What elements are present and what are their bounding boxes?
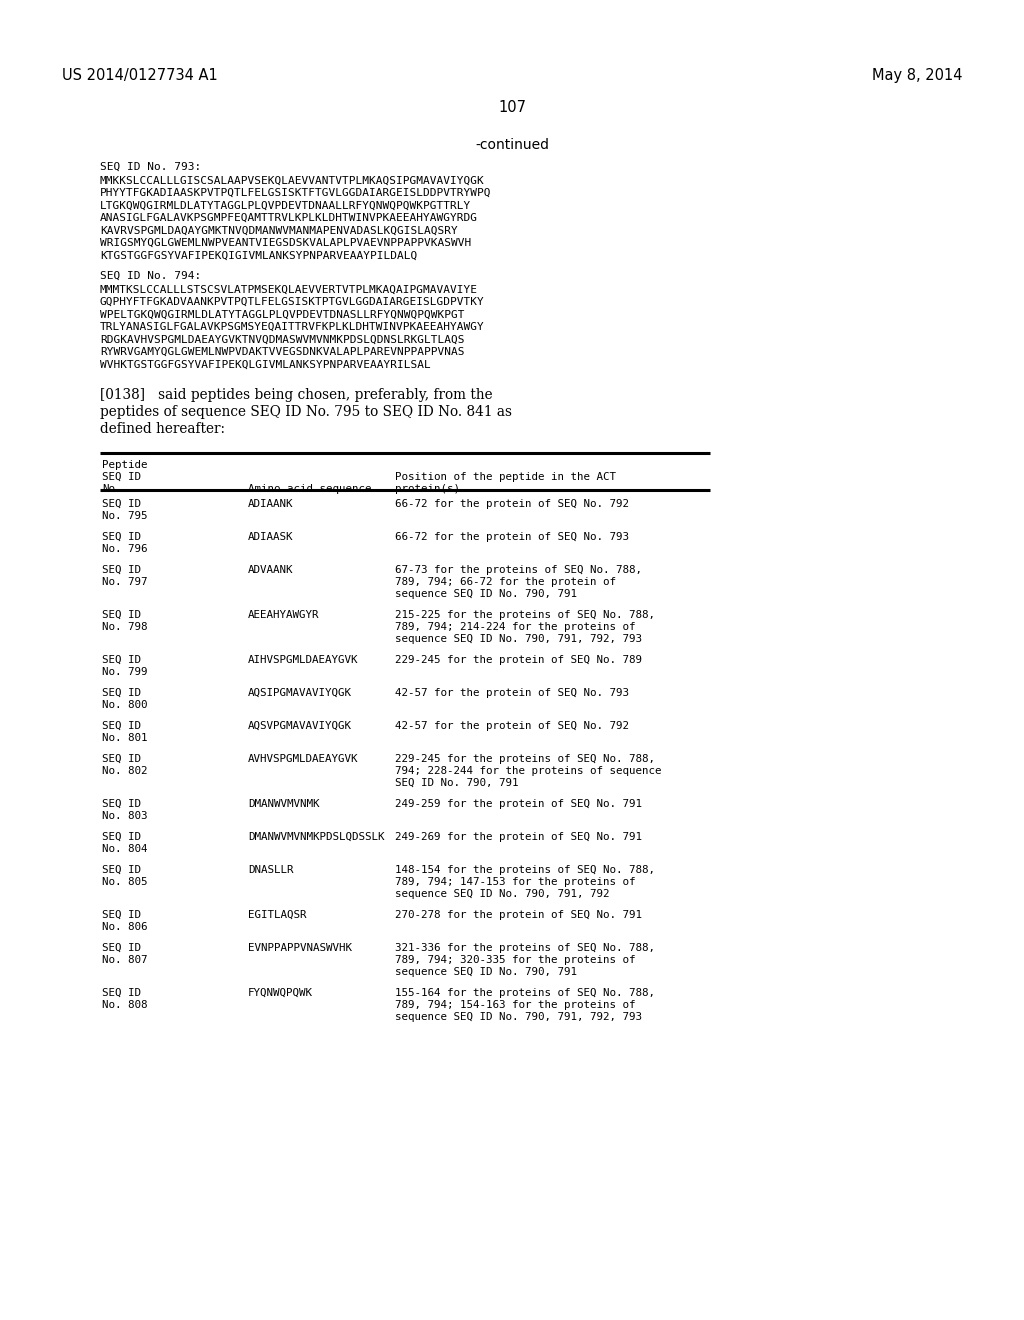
Text: Peptide: Peptide [102, 459, 147, 470]
Text: SEQ ID: SEQ ID [102, 721, 141, 731]
Text: sequence SEQ ID No. 790, 791, 792, 793: sequence SEQ ID No. 790, 791, 792, 793 [395, 1012, 642, 1022]
Text: SEQ ID: SEQ ID [102, 655, 141, 665]
Text: No. 806: No. 806 [102, 921, 147, 932]
Text: No. 808: No. 808 [102, 1001, 147, 1010]
Text: AQSIPGMAVAVIYQGK: AQSIPGMAVAVIYQGK [248, 688, 352, 698]
Text: Position of the peptide in the ACT: Position of the peptide in the ACT [395, 473, 616, 482]
Text: AQSVPGMAVAVIYQGK: AQSVPGMAVAVIYQGK [248, 721, 352, 731]
Text: MMMTKSLCCALLLSTSCSVLATPMSEKQLAEVVERTVTPLMKAQAIPGMAVAVIYE: MMMTKSLCCALLLSTSCSVLATPMSEKQLAEVVERTVTPL… [100, 285, 478, 294]
Text: 794; 228-244 for the proteins of sequence: 794; 228-244 for the proteins of sequenc… [395, 766, 662, 776]
Text: 789, 794; 66-72 for the protein of: 789, 794; 66-72 for the protein of [395, 577, 616, 587]
Text: 66-72 for the protein of SEQ No. 793: 66-72 for the protein of SEQ No. 793 [395, 532, 629, 543]
Text: 66-72 for the protein of SEQ No. 792: 66-72 for the protein of SEQ No. 792 [395, 499, 629, 510]
Text: MMKKSLCCALLLGISCSALAAPVSEKQLAEVVANTVTPLMKAQSIPGMAVAVIYQGK: MMKKSLCCALLLGISCSALAAPVSEKQLAEVVANTVTPLM… [100, 176, 484, 186]
Text: No. 797: No. 797 [102, 577, 147, 587]
Text: SEQ ID: SEQ ID [102, 610, 141, 620]
Text: 67-73 for the proteins of SEQ No. 788,: 67-73 for the proteins of SEQ No. 788, [395, 565, 642, 576]
Text: No. 807: No. 807 [102, 954, 147, 965]
Text: GQPHYFTFGKADVAANKPVTPQTLFELGSISKTPTGVLGGDAIARGEISLGDPVTKY: GQPHYFTFGKADVAANKPVTPQTLFELGSISKTPTGVLGG… [100, 297, 484, 308]
Text: sequence SEQ ID No. 790, 791, 792: sequence SEQ ID No. 790, 791, 792 [395, 888, 609, 899]
Text: No. 796: No. 796 [102, 544, 147, 554]
Text: TRLYANASIGLFGALAVKPSGMSYEQAITTRVFKPLKLDHTWINVPKAEEAHYAWGY: TRLYANASIGLFGALAVKPSGMSYEQAITTRVFKPLKLDH… [100, 322, 484, 333]
Text: sequence SEQ ID No. 790, 791: sequence SEQ ID No. 790, 791 [395, 589, 577, 599]
Text: ADIAANK: ADIAANK [248, 499, 294, 510]
Text: May 8, 2014: May 8, 2014 [871, 69, 962, 83]
Text: AIHVSPGMLDAEAYGVK: AIHVSPGMLDAEAYGVK [248, 655, 358, 665]
Text: peptides of sequence SEQ ID No. 795 to SEQ ID No. 841 as: peptides of sequence SEQ ID No. 795 to S… [100, 405, 512, 418]
Text: No. 799: No. 799 [102, 667, 147, 677]
Text: defined hereafter:: defined hereafter: [100, 422, 225, 436]
Text: 270-278 for the protein of SEQ No. 791: 270-278 for the protein of SEQ No. 791 [395, 909, 642, 920]
Text: 155-164 for the proteins of SEQ No. 788,: 155-164 for the proteins of SEQ No. 788, [395, 987, 655, 998]
Text: LTGKQWQGIRMLDLATYTAGGLPLQVPDEVTDNAALLRFYQNWQPQWKPGTTRLY: LTGKQWQGIRMLDLATYTAGGLPLQVPDEVTDNAALLRFY… [100, 201, 471, 210]
Text: 789, 794; 320-335 for the proteins of: 789, 794; 320-335 for the proteins of [395, 954, 636, 965]
Text: SEQ ID: SEQ ID [102, 565, 141, 576]
Text: SEQ ID: SEQ ID [102, 942, 141, 953]
Text: SEQ ID: SEQ ID [102, 832, 141, 842]
Text: AEEAHYAWGYR: AEEAHYAWGYR [248, 610, 319, 620]
Text: ANASIGLFGALAVKPSGMPFEQAMTTRVLKPLKLDHTWINVPKAEEAHYAWGYRDG: ANASIGLFGALAVKPSGMPFEQAMTTRVLKPLKLDHTWIN… [100, 213, 478, 223]
Text: No.: No. [102, 484, 122, 494]
Text: RYWRVGAMYQGLGWEMLNWPVDAKTVVEGSDNKVALAPLPAREVNPPAPPVNAS: RYWRVGAMYQGLGWEMLNWPVDAKTVVEGSDNKVALAPLP… [100, 347, 465, 356]
Text: SEQ ID No. 794:: SEQ ID No. 794: [100, 271, 202, 281]
Text: Amino acid sequence: Amino acid sequence [248, 484, 372, 494]
Text: KTGSTGGFGSYVAFIPEKQIGIVMLANKSYPNPARVEAAYPILDALQ: KTGSTGGFGSYVAFIPEKQIGIVMLANKSYPNPARVEAAY… [100, 251, 417, 260]
Text: SEQ ID: SEQ ID [102, 754, 141, 764]
Text: WPELTGKQWQGIRMLDLATYTAGGLPLQVPDEVTDNASLLRFYQNWQPQWKPGT: WPELTGKQWQGIRMLDLATYTAGGLPLQVPDEVTDNASLL… [100, 309, 465, 319]
Text: SEQ ID: SEQ ID [102, 909, 141, 920]
Text: AVHVSPGMLDAEAYGVK: AVHVSPGMLDAEAYGVK [248, 754, 358, 764]
Text: 229-245 for the proteins of SEQ No. 788,: 229-245 for the proteins of SEQ No. 788, [395, 754, 655, 764]
Text: No. 802: No. 802 [102, 766, 147, 776]
Text: SEQ ID: SEQ ID [102, 532, 141, 543]
Text: 249-259 for the protein of SEQ No. 791: 249-259 for the protein of SEQ No. 791 [395, 799, 642, 809]
Text: sequence SEQ ID No. 790, 791, 792, 793: sequence SEQ ID No. 790, 791, 792, 793 [395, 634, 642, 644]
Text: 215-225 for the proteins of SEQ No. 788,: 215-225 for the proteins of SEQ No. 788, [395, 610, 655, 620]
Text: FYQNWQPQWK: FYQNWQPQWK [248, 987, 313, 998]
Text: SEQ ID No. 793:: SEQ ID No. 793: [100, 162, 202, 172]
Text: [0138]   said peptides being chosen, preferably, from the: [0138] said peptides being chosen, prefe… [100, 388, 493, 403]
Text: No. 798: No. 798 [102, 622, 147, 632]
Text: WRIGSMYQGLGWEMLNWPVEANTVIEGSDSKVALAPLPVAEVNPPAPPVKASWVH: WRIGSMYQGLGWEMLNWPVEANTVIEGSDSKVALAPLPVA… [100, 238, 471, 248]
Text: 42-57 for the protein of SEQ No. 793: 42-57 for the protein of SEQ No. 793 [395, 688, 629, 698]
Text: 249-269 for the protein of SEQ No. 791: 249-269 for the protein of SEQ No. 791 [395, 832, 642, 842]
Text: ADIAASK: ADIAASK [248, 532, 294, 543]
Text: -continued: -continued [475, 139, 549, 152]
Text: SEQ ID: SEQ ID [102, 688, 141, 698]
Text: SEQ ID: SEQ ID [102, 865, 141, 875]
Text: 321-336 for the proteins of SEQ No. 788,: 321-336 for the proteins of SEQ No. 788, [395, 942, 655, 953]
Text: No. 803: No. 803 [102, 810, 147, 821]
Text: DMANWVMVNMK: DMANWVMVNMK [248, 799, 319, 809]
Text: EVNPPAPPVNASWVHK: EVNPPAPPVNASWVHK [248, 942, 352, 953]
Text: DMANWVMVNMKPDSLQDSSLK: DMANWVMVNMKPDSLQDSSLK [248, 832, 384, 842]
Text: No. 804: No. 804 [102, 843, 147, 854]
Text: ADVAANK: ADVAANK [248, 565, 294, 576]
Text: No. 805: No. 805 [102, 876, 147, 887]
Text: 107: 107 [498, 100, 526, 115]
Text: No. 801: No. 801 [102, 733, 147, 743]
Text: No. 800: No. 800 [102, 700, 147, 710]
Text: SEQ ID: SEQ ID [102, 473, 141, 482]
Text: 789, 794; 154-163 for the proteins of: 789, 794; 154-163 for the proteins of [395, 1001, 636, 1010]
Text: DNASLLR: DNASLLR [248, 865, 294, 875]
Text: WVHKTGSTGGFGSYVAFIPEKQLGIVMLANKSYPNPARVEAAYRILSAL: WVHKTGSTGGFGSYVAFIPEKQLGIVMLANKSYPNPARVE… [100, 359, 431, 370]
Text: No. 795: No. 795 [102, 511, 147, 521]
Text: SEQ ID No. 790, 791: SEQ ID No. 790, 791 [395, 777, 518, 788]
Text: PHYYTFGKADIAASKPVTPQTLFELGSISKTFTGVLGGDAIARGEISLDDPVTRYWPQ: PHYYTFGKADIAASKPVTPQTLFELGSISKTFTGVLGGDA… [100, 187, 492, 198]
Text: US 2014/0127734 A1: US 2014/0127734 A1 [62, 69, 218, 83]
Text: SEQ ID: SEQ ID [102, 987, 141, 998]
Text: 148-154 for the proteins of SEQ No. 788,: 148-154 for the proteins of SEQ No. 788, [395, 865, 655, 875]
Text: 789, 794; 147-153 for the proteins of: 789, 794; 147-153 for the proteins of [395, 876, 636, 887]
Text: KAVRVSPGMLDAQAYGMKTNVQDMANWVMANMAPENVADASLKQGISLAQSRY: KAVRVSPGMLDAQAYGMKTNVQDMANWVMANMAPENVADA… [100, 226, 458, 235]
Text: 229-245 for the protein of SEQ No. 789: 229-245 for the protein of SEQ No. 789 [395, 655, 642, 665]
Text: 42-57 for the protein of SEQ No. 792: 42-57 for the protein of SEQ No. 792 [395, 721, 629, 731]
Text: SEQ ID: SEQ ID [102, 799, 141, 809]
Text: sequence SEQ ID No. 790, 791: sequence SEQ ID No. 790, 791 [395, 968, 577, 977]
Text: RDGKAVHVSPGMLDAEAYGVKTNVQDMASWVMVNMKPDSLQDNSLRKGLTLAQS: RDGKAVHVSPGMLDAEAYGVKTNVQDMASWVMVNMKPDSL… [100, 334, 465, 345]
Text: SEQ ID: SEQ ID [102, 499, 141, 510]
Text: protein(s): protein(s) [395, 484, 460, 494]
Text: 789, 794; 214-224 for the proteins of: 789, 794; 214-224 for the proteins of [395, 622, 636, 632]
Text: EGITLAQSR: EGITLAQSR [248, 909, 306, 920]
